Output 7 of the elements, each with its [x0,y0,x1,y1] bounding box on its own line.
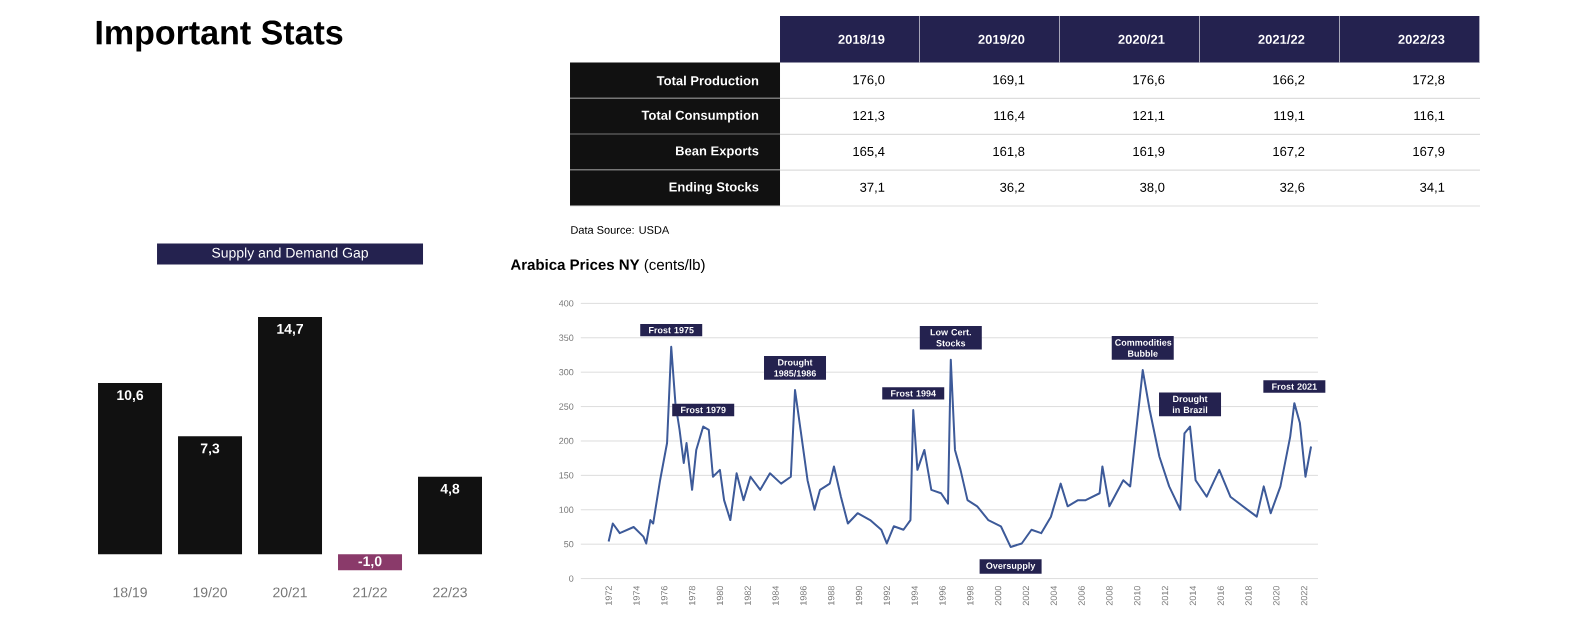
bar [98,383,163,555]
bar [418,476,483,555]
line-series [607,345,1313,548]
chart-title: Important Stats [96,20,343,52]
bar [258,316,323,555]
bar [178,436,243,555]
bar [338,554,403,571]
